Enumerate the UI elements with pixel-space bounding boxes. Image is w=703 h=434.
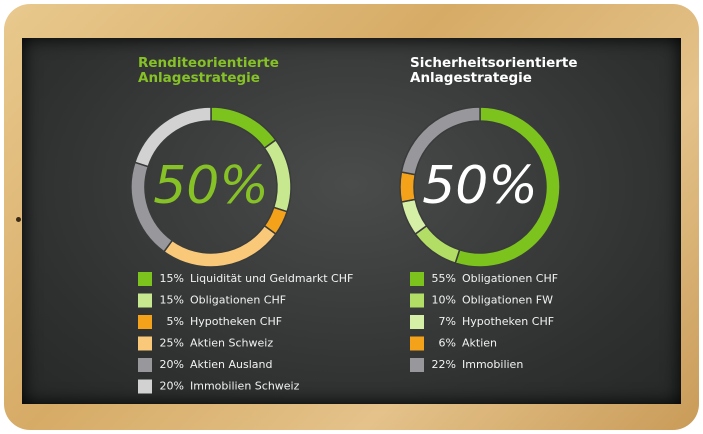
legend-label: Obligationen CHF [190, 294, 286, 307]
donut-slice [400, 172, 415, 202]
legend-value: 55% [432, 272, 456, 285]
legend-label: Liquidität und Geldmarkt CHF [190, 272, 353, 285]
legend-swatch [138, 358, 152, 372]
legend-value: 20% [160, 380, 184, 393]
legend-swatch [410, 358, 424, 372]
center-label: 50% [153, 156, 269, 216]
legend-value: 15% [160, 272, 184, 285]
legend-label: Obligationen CHF [462, 272, 558, 285]
legend-label: Immobilien [462, 358, 523, 371]
legend-value: 15% [160, 294, 184, 307]
legend-swatch [410, 315, 424, 329]
legend-value: 22% [432, 358, 456, 371]
legend-value: 5% [167, 315, 184, 328]
legend-value: 7% [439, 315, 456, 328]
legend-value: 10% [432, 294, 456, 307]
legend-label: Immobilien Schweiz [190, 380, 300, 393]
legend-label: Aktien Schweiz [190, 337, 273, 350]
donut-slice [211, 107, 276, 148]
legend-swatch [138, 294, 152, 308]
legend-label: Obligationen FW [462, 294, 553, 307]
legend-value: 6% [439, 337, 456, 350]
legend-value: 25% [160, 337, 184, 350]
legend-label: Hypotheken CHF [190, 315, 282, 328]
center-label: 50% [422, 156, 538, 216]
legend-label: Aktien Ausland [190, 358, 272, 371]
page: {"chart_data": [ {"type": "pie", "title"… [0, 0, 703, 434]
charts: 15% Liquidität und Geldmarkt CHF 15% Obliga… [0, 0, 703, 434]
legend-swatch [138, 337, 152, 351]
legend-swatch [410, 294, 424, 308]
donut-slice [164, 226, 276, 267]
legend-swatch [138, 380, 152, 394]
legend-swatch [410, 337, 424, 351]
legend-swatch [138, 315, 152, 329]
legend-swatch [410, 272, 424, 286]
donut-slice [415, 226, 459, 263]
legend-label: Aktien [462, 337, 497, 350]
legend-label: Hypotheken CHF [462, 315, 554, 328]
legend-swatch [138, 272, 152, 286]
legend-value: 20% [160, 358, 184, 371]
